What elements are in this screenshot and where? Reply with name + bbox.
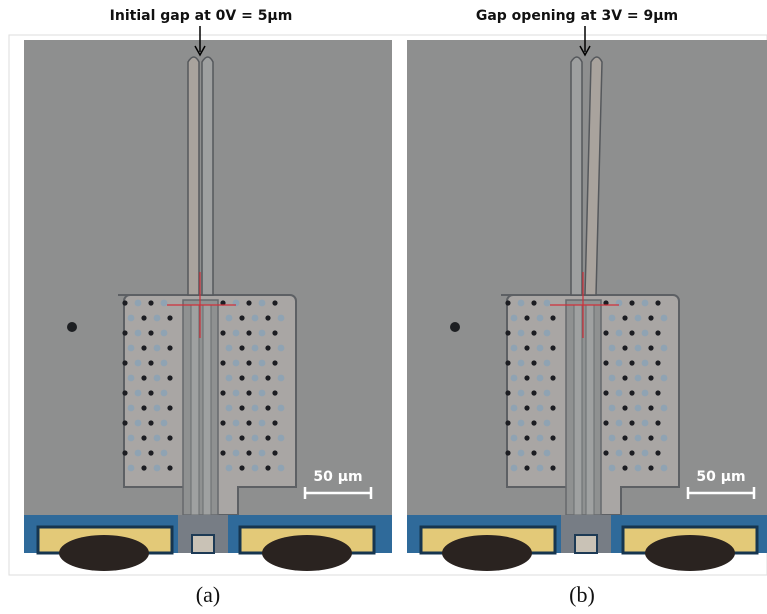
scale-bar-label: 50 μm	[696, 469, 745, 485]
panel-caption: (a)	[196, 582, 220, 607]
arrow-head	[194, 45, 206, 57]
arrow-head	[579, 45, 591, 57]
panel-title: Gap opening at 3V = 9μm	[476, 8, 678, 24]
panel-title: Initial gap at 0V = 5μm	[110, 8, 293, 24]
panel-a: 50 μm	[22, 38, 394, 573]
scale-bar-label: 50 μm	[313, 469, 362, 485]
panel-caption: (b)	[569, 582, 595, 607]
panel-b: 50 μm	[405, 38, 767, 573]
frame	[8, 34, 767, 576]
